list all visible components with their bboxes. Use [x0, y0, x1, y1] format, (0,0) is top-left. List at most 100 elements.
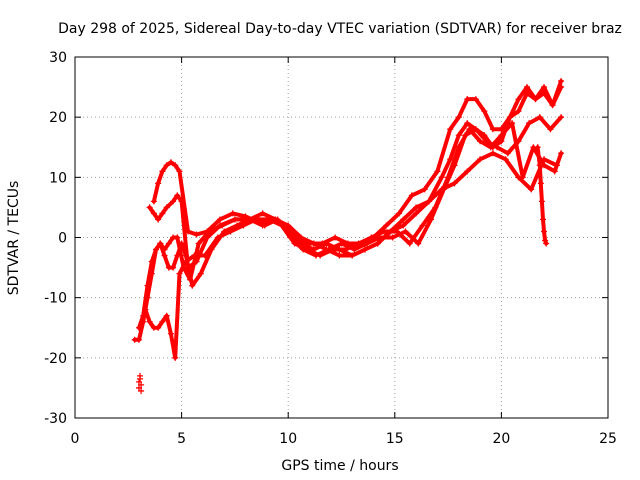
data-point: [509, 120, 516, 127]
data-point: [146, 318, 153, 325]
y-tick-label: 0: [58, 231, 67, 247]
data-point: [159, 318, 166, 325]
data-point: [178, 198, 185, 205]
data-point: [332, 234, 339, 241]
data-point: [538, 198, 545, 205]
data-point: [558, 114, 565, 121]
x-tick-label: 15: [386, 431, 404, 447]
data-point: [174, 192, 181, 199]
data-point: [261, 222, 268, 229]
data-point: [413, 210, 420, 217]
data-point: [342, 246, 349, 253]
data-point: [447, 156, 454, 163]
data-point: [472, 96, 479, 103]
data-point: [138, 387, 145, 394]
data-point: [259, 210, 266, 217]
data-point: [455, 144, 462, 151]
data-point: [498, 138, 505, 145]
data-point: [167, 159, 174, 166]
x-tick-label: 5: [177, 431, 186, 447]
y-tick-label: 20: [49, 110, 67, 126]
y-tick-label: -20: [44, 351, 67, 367]
data-point: [425, 198, 432, 205]
data-point: [434, 168, 441, 175]
data-point: [148, 258, 155, 265]
data-point: [532, 96, 539, 103]
data-point: [526, 120, 533, 127]
series-day-3: [131, 114, 565, 343]
data-point: [489, 126, 496, 133]
data-point: [400, 222, 407, 229]
data-point: [445, 174, 452, 181]
data-point: [536, 162, 543, 169]
data-point: [494, 144, 501, 151]
series-line: [137, 151, 559, 330]
data-point: [541, 228, 548, 235]
data-point: [189, 282, 196, 289]
data-point: [558, 84, 565, 91]
data-point: [402, 228, 409, 235]
y-axis-label: SDTVAR / TECUs: [6, 181, 22, 296]
data-point: [406, 240, 413, 247]
y-tick-label: -30: [44, 411, 67, 427]
data-point: [135, 336, 142, 343]
data-point: [317, 252, 324, 259]
data-point: [368, 234, 375, 241]
data-point: [246, 216, 253, 223]
data-point: [291, 240, 298, 247]
data-point: [153, 246, 160, 253]
y-tick-label: -10: [44, 291, 67, 307]
data-point: [383, 222, 390, 229]
plot-border: [74, 56, 609, 419]
data-point: [219, 222, 226, 229]
data-point: [161, 252, 168, 259]
series-day-5: [135, 150, 560, 331]
data-point: [464, 96, 471, 103]
data-point: [191, 252, 198, 259]
x-tick-label: 25: [599, 431, 617, 447]
data-point: [150, 198, 157, 205]
data-point: [558, 150, 565, 157]
data-point: [523, 84, 530, 91]
data-point: [472, 126, 479, 133]
data-point: [515, 108, 522, 115]
data-point: [206, 228, 213, 235]
data-point: [455, 114, 462, 121]
data-point: [150, 210, 157, 217]
data-point: [338, 240, 345, 247]
data-point: [515, 96, 522, 103]
data-point: [176, 270, 183, 277]
data-point: [155, 216, 162, 223]
x-tick-label: 0: [71, 431, 80, 447]
data-point: [487, 144, 494, 151]
data-point: [396, 210, 403, 217]
data-point: [174, 252, 181, 259]
data-point: [285, 222, 292, 229]
data-point: [304, 246, 311, 253]
data-point: [489, 150, 496, 157]
data-point: [174, 234, 181, 241]
data-point: [374, 240, 381, 247]
data-point: [558, 78, 565, 85]
data-point: [438, 174, 445, 181]
data-point: [447, 126, 454, 133]
data-point: [234, 222, 241, 229]
data-point: [178, 240, 185, 247]
data-point: [381, 228, 388, 235]
data-point: [355, 240, 362, 247]
data-point: [297, 234, 304, 241]
data-point: [481, 108, 488, 115]
data-point: [155, 324, 162, 331]
data-point: [534, 144, 541, 151]
axis-ticks: 0 5 10 15 20 25 -30 -20 -10 0 10 20 30: [44, 50, 617, 447]
data-point: [221, 228, 228, 235]
data-point: [137, 372, 144, 379]
data-point: [272, 216, 279, 223]
data-point: [135, 324, 142, 331]
data-point: [361, 246, 368, 253]
data-point: [400, 216, 407, 223]
chart-title: Day 298 of 2025, Sidereal Day-to-day VTE…: [58, 21, 622, 37]
grid-lines: [75, 57, 608, 418]
data-point: [323, 240, 330, 247]
y-tick-label: 30: [49, 50, 67, 66]
